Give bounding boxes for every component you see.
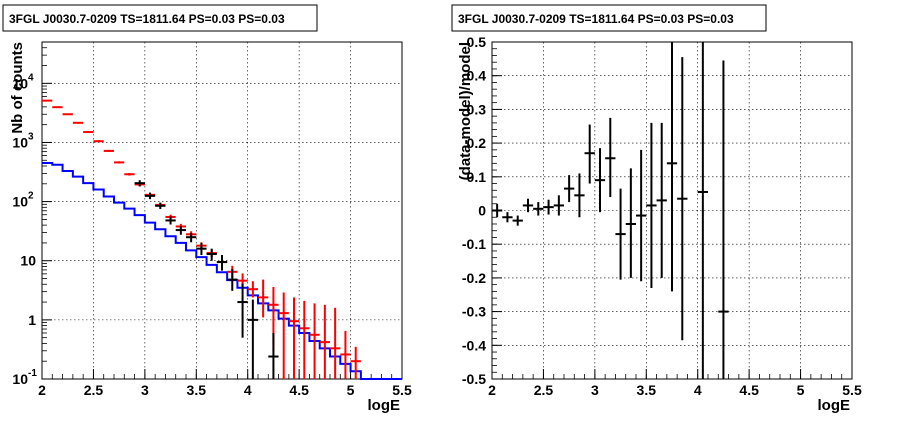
title-box: [451, 4, 767, 32]
y-tick-exponent: 3: [28, 131, 34, 142]
x-tick-label: 5.5: [842, 382, 862, 398]
y-tick-label: 0: [478, 203, 486, 219]
y-axis-label: (data-model)/model: [457, 42, 474, 180]
y-tick-exponent: -1: [28, 368, 37, 379]
x-tick-label: 3.5: [637, 382, 657, 398]
y-tick-label: 1: [28, 312, 36, 328]
y-tick-label: -0.4: [462, 337, 486, 353]
y-tick-label: 10: [12, 371, 28, 387]
y-tick-label: 0.4: [467, 68, 487, 84]
x-tick-label: 3.5: [187, 382, 207, 398]
x-tick-label: 2: [38, 382, 46, 398]
x-tick-label: 5: [797, 382, 805, 398]
y-tick-label: -0.5: [462, 371, 486, 387]
y-tick-label: 0.2: [467, 135, 487, 151]
y-tick-label: 10: [12, 75, 28, 91]
residuals-panel: 2 2.5 3 3.5 4 4.5 5 5.5 -0.5 -0.4 -0.3 -0.2 -0.1 0 0.1…: [451, 4, 862, 414]
x-tick-label: 5.5: [392, 382, 412, 398]
x-tick-label: 3: [141, 382, 149, 398]
y-tick-label: 0.5: [467, 34, 487, 50]
y-axis-label: Nb of counts: [9, 42, 26, 134]
y-tick-exponent: 4: [28, 72, 34, 83]
x-tick-label: 4: [694, 382, 702, 398]
plot-frame: [41, 41, 403, 380]
x-tick-label: 2: [488, 382, 496, 398]
grid-lines: [42, 42, 402, 379]
y-tick-label: 0.3: [467, 101, 487, 117]
y-tick-label: 10: [12, 194, 28, 210]
x-axis-label: logE: [368, 397, 401, 414]
series-2: [134, 180, 279, 379]
y-tick-label: 10: [20, 253, 36, 269]
x-tick-label: 3: [591, 382, 599, 398]
title-box: [2, 4, 318, 32]
x-tick-label: 2.5: [84, 382, 104, 398]
x-tick-label: 2.5: [534, 382, 554, 398]
series-0: [492, 42, 729, 379]
x-tick-label: 5: [347, 382, 355, 398]
x-tick-label: 4.5: [289, 382, 309, 398]
x-tick-label: 4.5: [739, 382, 759, 398]
x-tick-label: 4: [244, 382, 252, 398]
chart-title: 3FGL J0030.7-0209 TS=1811.64 PS=0.03 PS=…: [9, 12, 285, 26]
y-tick-label: 10: [12, 134, 28, 150]
y-tick-label: -0.1: [462, 236, 486, 252]
y-tick-label: -0.3: [462, 304, 486, 320]
y-tick-label: -0.2: [462, 270, 486, 286]
y-tick-label: 0.1: [467, 169, 487, 185]
chart-title: 3FGL J0030.7-0209 TS=1811.64 PS=0.03 PS=…: [458, 12, 734, 26]
x-axis-label: logE: [818, 397, 851, 414]
y-tick-exponent: 2: [28, 191, 34, 202]
